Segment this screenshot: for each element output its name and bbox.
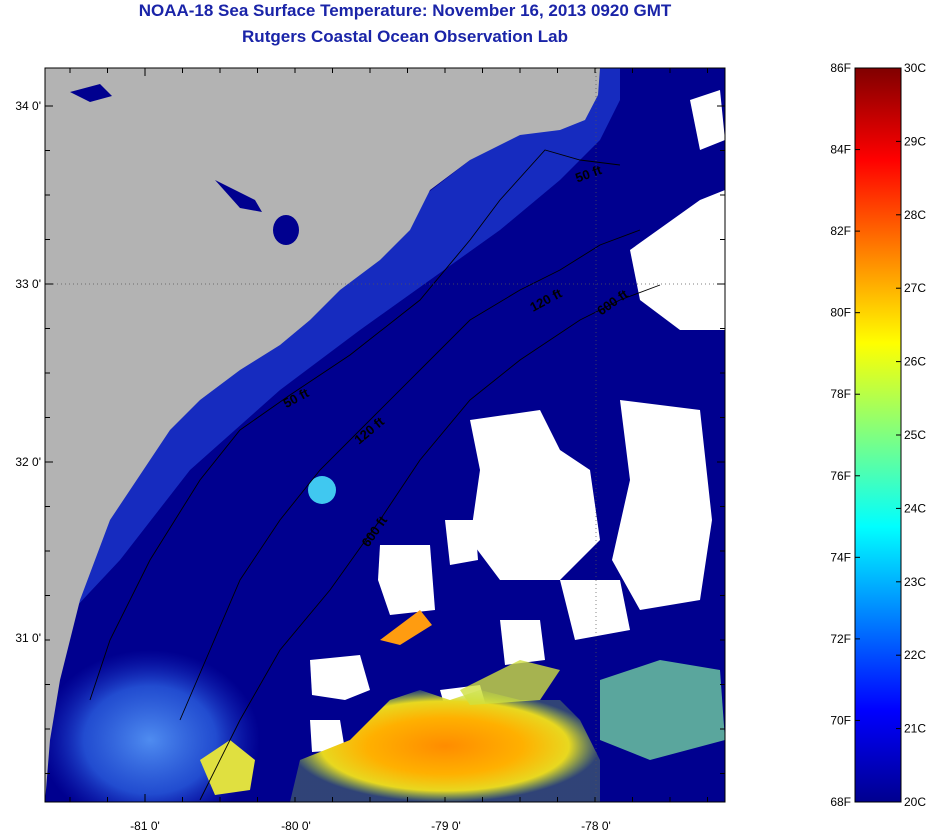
colorbar-f-label: 74F (830, 550, 851, 564)
lake (273, 215, 299, 245)
colorbar-c-label: 21C (904, 722, 926, 736)
colorbar-f-label: 68F (830, 795, 851, 809)
colorbar-c-label: 27C (904, 281, 926, 295)
contour-50ft (89, 149, 621, 701)
lat-tick-label: 34 0' (15, 99, 41, 113)
contour-600ft (199, 284, 661, 801)
colorbar-f-label: 70F (830, 713, 851, 727)
lake (70, 84, 112, 102)
graticule (45, 68, 725, 802)
coastal-warm-water (45, 650, 260, 802)
warm-patch (200, 740, 255, 795)
river (215, 180, 262, 212)
cloud-cover (310, 90, 725, 752)
colorbar-f-label: 72F (830, 632, 851, 646)
contour-120ft (179, 229, 641, 721)
axis-ticks: 34 0' 33 0' 32 0' 31 0' -81 0' -80 0' -79 0' -7… (15, 68, 725, 832)
land-area (45, 68, 600, 802)
warm-patch (600, 660, 725, 760)
continental-shelf (45, 68, 620, 640)
map-panel (45, 68, 725, 802)
lon-tick-label: -78 0' (581, 819, 611, 832)
colorbar-f-label: 84F (830, 143, 851, 157)
colorbar-f-label: 86F (830, 61, 851, 75)
bathymetry-contours (89, 149, 661, 801)
colorbar (854, 67, 902, 803)
lon-tick-label: -80 0' (281, 819, 311, 832)
colorbar-c-label: 23C (904, 575, 926, 589)
colorbar-c-label: 30C (904, 61, 926, 75)
colorbar-c-label: 24C (904, 501, 926, 515)
warm-patch (308, 476, 336, 504)
colorbar-c-label: 22C (904, 648, 926, 662)
colorbar-c-label: 26C (904, 355, 926, 369)
lat-tick-label: 33 0' (15, 277, 41, 291)
map-subtitle: Rutgers Coastal Ocean Observation Lab (242, 27, 568, 46)
lat-tick-label: 32 0' (15, 455, 41, 469)
lat-tick-label: 31 0' (15, 631, 41, 645)
colorbar-c-label: 28C (904, 208, 926, 222)
warm-patch (460, 660, 560, 705)
lon-tick-label: -79 0' (431, 819, 461, 832)
colorbar-f-label: 82F (830, 224, 851, 238)
colorbar-f-label: 80F (830, 306, 851, 320)
map-title: NOAA-18 Sea Surface Temperature: Novembe… (138, 1, 672, 20)
lon-tick-label: -81 0' (130, 819, 160, 832)
colorbar-f-label: 78F (830, 387, 851, 401)
map-frame (44, 67, 726, 803)
colorbar-c-label: 29C (904, 134, 926, 148)
gulf-stream-warm (290, 690, 600, 802)
colorbar-labels: 86F 84F 82F 80F 78F 76F 74F 72F 70F 68F 30C 29C 28C 2… (830, 61, 926, 809)
colorbar-f-label: 76F (830, 469, 851, 483)
colorbar-c-label: 25C (904, 428, 926, 442)
warm-patch (380, 610, 432, 645)
colorbar-c-label: 20C (904, 795, 926, 809)
